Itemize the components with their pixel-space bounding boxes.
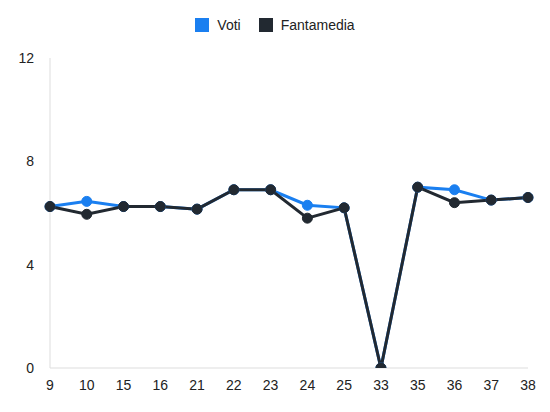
svg-text:25: 25: [336, 377, 352, 393]
svg-text:23: 23: [263, 377, 279, 393]
svg-text:10: 10: [79, 377, 95, 393]
svg-text:21: 21: [189, 377, 205, 393]
svg-text:38: 38: [520, 377, 536, 393]
svg-text:9: 9: [46, 377, 54, 393]
svg-text:36: 36: [447, 377, 463, 393]
svg-text:22: 22: [226, 377, 242, 393]
svg-text:8: 8: [26, 153, 34, 169]
html-text:Voti: Voti: [217, 17, 241, 33]
svg-text:4: 4: [26, 257, 34, 273]
svg-text:33: 33: [373, 377, 389, 393]
svg-text:15: 15: [116, 377, 132, 393]
svg-text:12: 12: [18, 50, 34, 66]
svg-text:24: 24: [300, 377, 316, 393]
svg-text:35: 35: [410, 377, 426, 393]
svg-text:16: 16: [153, 377, 169, 393]
svg-text:0: 0: [26, 360, 34, 376]
svg-text:37: 37: [483, 377, 499, 393]
html-text:Fantamedia: Fantamedia: [280, 17, 355, 33]
